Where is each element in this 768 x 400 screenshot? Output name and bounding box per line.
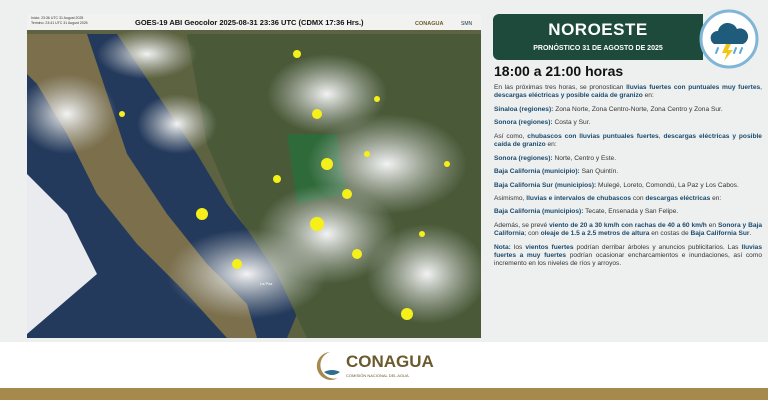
footer-bar xyxy=(0,388,768,400)
highlight: viento de 20 a 30 km/h con rachas de 40 … xyxy=(549,221,707,229)
highlight: Sonora y Baja California xyxy=(494,221,762,238)
region-header: NOROESTE PRONÓSTICO 31 DE AGOSTO DE 2025 xyxy=(493,14,703,60)
paragraph: Además, se prevé viento de 20 a 30 km/h … xyxy=(494,222,762,239)
paragraph: Baja California (municipio): San Quintín… xyxy=(494,168,762,176)
highlight: descargas eléctricas y posible caída de … xyxy=(494,132,762,149)
paragraph: Baja California Sur (municipios): Mulegé… xyxy=(494,182,762,190)
paragraph: Asimismo, lluvias e intervalos de chubas… xyxy=(494,195,762,203)
forecast-text: En las próximas tres horas, se pronostic… xyxy=(494,84,762,274)
text-run: en xyxy=(706,221,718,229)
text-run: en: xyxy=(710,194,722,202)
text-run: , xyxy=(760,84,762,91)
text-run: Además, se prevé xyxy=(494,221,550,229)
weather-icon xyxy=(699,9,759,69)
highlight: Nota: xyxy=(494,243,511,251)
paragraph: Nota: los vientos fuertes podrían derrib… xyxy=(494,244,762,269)
paragraph: Sonora (regiones): Norte, Centro y Este. xyxy=(494,155,762,163)
map-logo: CONAGUA xyxy=(415,21,443,27)
text-run: Costa y Sur. xyxy=(552,119,591,127)
highlight: lluvias fuertes con puntuales muy fuerte… xyxy=(626,84,761,91)
region-title: NOROESTE xyxy=(548,20,648,39)
text-run: En las próximas tres horas, se pronostic… xyxy=(494,84,627,91)
text-run: en: xyxy=(642,92,654,100)
text-run: Tecate, Ensenada y San Felipe. xyxy=(583,208,679,216)
text-run: San Quintín. xyxy=(579,168,619,176)
text-run: en: xyxy=(545,141,557,149)
text-run: Mulegé, Loreto, Comondú, La Paz y Los Ca… xyxy=(596,181,739,189)
map-meta: Termino: 23:41 UTC 31 August 2025 xyxy=(31,21,88,25)
map-title: GOES-19 ABI Geocolor 2025-08-31 23:36 UT… xyxy=(135,18,364,27)
map-meta: Inicio: 23:36 UTC 31 August 2025 xyxy=(31,16,83,20)
text-run: ; con xyxy=(524,230,541,238)
footer-brand: CONAGUA xyxy=(346,352,434,371)
text-run: , xyxy=(658,132,664,140)
text-run: podrían ocasionar encharcamientos e inun… xyxy=(494,252,762,268)
paragraph: Así como, chubascos con lluvias puntuale… xyxy=(494,133,762,150)
map-logo: SMN xyxy=(461,21,473,27)
footer: CONAGUA COMISIÓN NACIONAL DEL AGUA xyxy=(0,342,768,388)
highlight: descargas eléctricas xyxy=(645,194,711,202)
map-place: La Paz xyxy=(260,281,272,286)
highlight: vientos fuertes xyxy=(525,243,574,251)
satellite-image: Inicio: 23:36 UTC 31 August 2025 Termino… xyxy=(27,14,481,338)
highlight: Sonora (regiones): xyxy=(494,154,553,162)
text-run: Zona Norte, Zona Centro-Norte, Zona Cent… xyxy=(553,105,723,113)
footer-logo: CONAGUA COMISIÓN NACIONAL DEL AGUA xyxy=(316,352,434,380)
highlight: Sinaloa (regiones): xyxy=(494,105,554,113)
paragraph: En las próximas tres horas, se pronostic… xyxy=(494,84,762,101)
highlight: Baja California (municipio): xyxy=(494,168,580,176)
footer-tagline: COMISIÓN NACIONAL DEL AGUA xyxy=(346,373,409,378)
text-run: Asimismo, xyxy=(494,194,527,202)
highlight: Sonora (regiones): xyxy=(494,119,553,127)
highlight: Baja California Sur (municipios): xyxy=(494,181,597,189)
highlight: Baja California (municipios): xyxy=(494,208,584,216)
paragraph: Baja California (municipios): Tecate, En… xyxy=(494,208,762,216)
highlight: lluvias e intervalos de chubascos xyxy=(526,194,632,202)
highlight: lluvias fuertes a muy fuertes xyxy=(494,243,763,260)
text-run: . xyxy=(749,230,752,238)
text-run: en costas de xyxy=(649,230,691,238)
highlight: chubascos con lluvias puntuales fuertes xyxy=(527,132,659,140)
paragraph: Sonora (regiones): Costa y Sur. xyxy=(494,119,762,127)
region-subtitle: PRONÓSTICO 31 DE AGOSTO DE 2025 xyxy=(533,45,663,52)
text-run: Norte, Centro y Este. xyxy=(552,154,617,162)
period: 18:00 a 21:00 horas xyxy=(494,63,624,79)
text-run: Así como, xyxy=(494,132,528,140)
text-run: los xyxy=(510,243,526,251)
text-run: podrían derribar árboles y anuncios publ… xyxy=(573,243,742,251)
highlight: oleaje de 1.5 a 2.5 metros de altura xyxy=(540,230,650,238)
paragraph: Sinaloa (regiones): Zona Norte, Zona Cen… xyxy=(494,106,762,114)
text-run: con xyxy=(631,194,646,202)
highlight: Baja California Sur xyxy=(690,230,750,238)
highlight: descargas eléctricas y posible caída de … xyxy=(494,92,643,100)
